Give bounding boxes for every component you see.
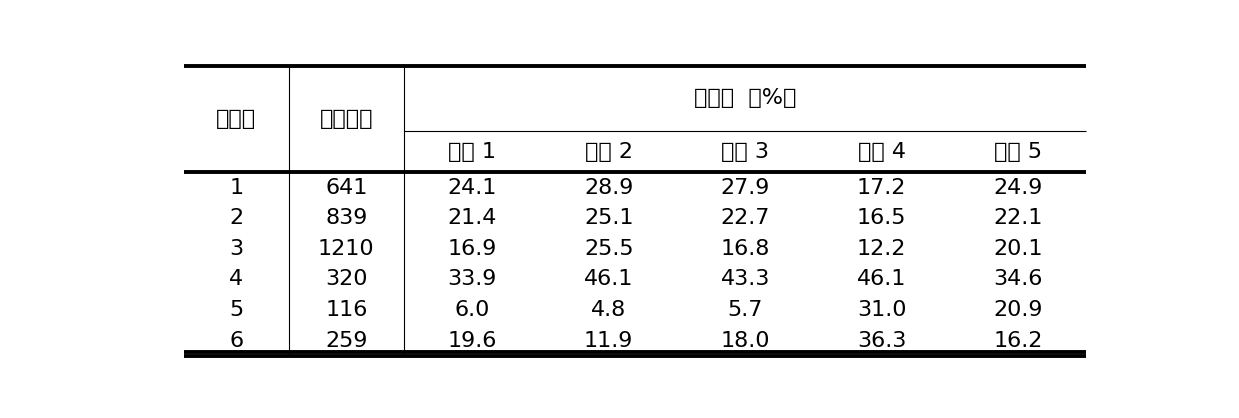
Text: 树脂 5: 树脂 5 <box>994 142 1042 161</box>
Text: 进水色度: 进水色度 <box>320 110 373 129</box>
Text: 实验例: 实验例 <box>216 110 256 129</box>
Text: 16.9: 16.9 <box>447 239 497 259</box>
Text: 25.1: 25.1 <box>584 208 633 228</box>
Text: 19.6: 19.6 <box>447 331 497 351</box>
Text: 6: 6 <box>229 331 243 351</box>
Text: 1: 1 <box>229 178 243 198</box>
Text: 839: 839 <box>325 208 368 228</box>
Text: 17.2: 17.2 <box>857 178 906 198</box>
Text: 641: 641 <box>325 178 368 198</box>
Text: 4.8: 4.8 <box>591 300 627 320</box>
Text: 1210: 1210 <box>318 239 374 259</box>
Text: 34.6: 34.6 <box>994 270 1043 290</box>
Text: 46.1: 46.1 <box>584 270 633 290</box>
Text: 树脂 2: 树脂 2 <box>585 142 633 161</box>
Text: 4: 4 <box>229 270 243 290</box>
Text: 22.7: 22.7 <box>721 208 769 228</box>
Text: 16.8: 16.8 <box>721 239 769 259</box>
Text: 16.5: 16.5 <box>857 208 907 228</box>
Text: 20.9: 20.9 <box>994 300 1043 320</box>
Text: 46.1: 46.1 <box>857 270 906 290</box>
Text: 43.3: 43.3 <box>721 270 769 290</box>
Text: 12.2: 12.2 <box>857 239 906 259</box>
Text: 24.9: 24.9 <box>994 178 1043 198</box>
Text: 树脂 1: 树脂 1 <box>449 142 497 161</box>
Text: 21.4: 21.4 <box>447 208 497 228</box>
Text: 259: 259 <box>325 331 368 351</box>
Text: 16.2: 16.2 <box>994 331 1043 351</box>
Text: 树脂 4: 树脂 4 <box>857 142 906 161</box>
Text: 3: 3 <box>229 239 243 259</box>
Text: 31.0: 31.0 <box>857 300 907 320</box>
Text: 27.9: 27.9 <box>721 178 769 198</box>
Text: 25.5: 25.5 <box>584 239 633 259</box>
Text: 22.1: 22.1 <box>994 208 1043 228</box>
Text: 320: 320 <box>325 270 368 290</box>
Text: 28.9: 28.9 <box>584 178 633 198</box>
Text: 36.3: 36.3 <box>857 331 906 351</box>
Text: 24.1: 24.1 <box>447 178 497 198</box>
Text: 6.0: 6.0 <box>455 300 489 320</box>
Text: 18.0: 18.0 <box>720 331 769 351</box>
Text: 树脂 3: 树脂 3 <box>721 142 769 161</box>
Text: 33.9: 33.9 <box>447 270 497 290</box>
Text: 116: 116 <box>325 300 368 320</box>
Text: 5.7: 5.7 <box>727 300 763 320</box>
Text: 20.1: 20.1 <box>994 239 1043 259</box>
Text: 脱色率  （%）: 脱色率 （%） <box>694 89 797 108</box>
Text: 5: 5 <box>229 300 243 320</box>
Text: 11.9: 11.9 <box>584 331 633 351</box>
Text: 2: 2 <box>229 208 243 228</box>
